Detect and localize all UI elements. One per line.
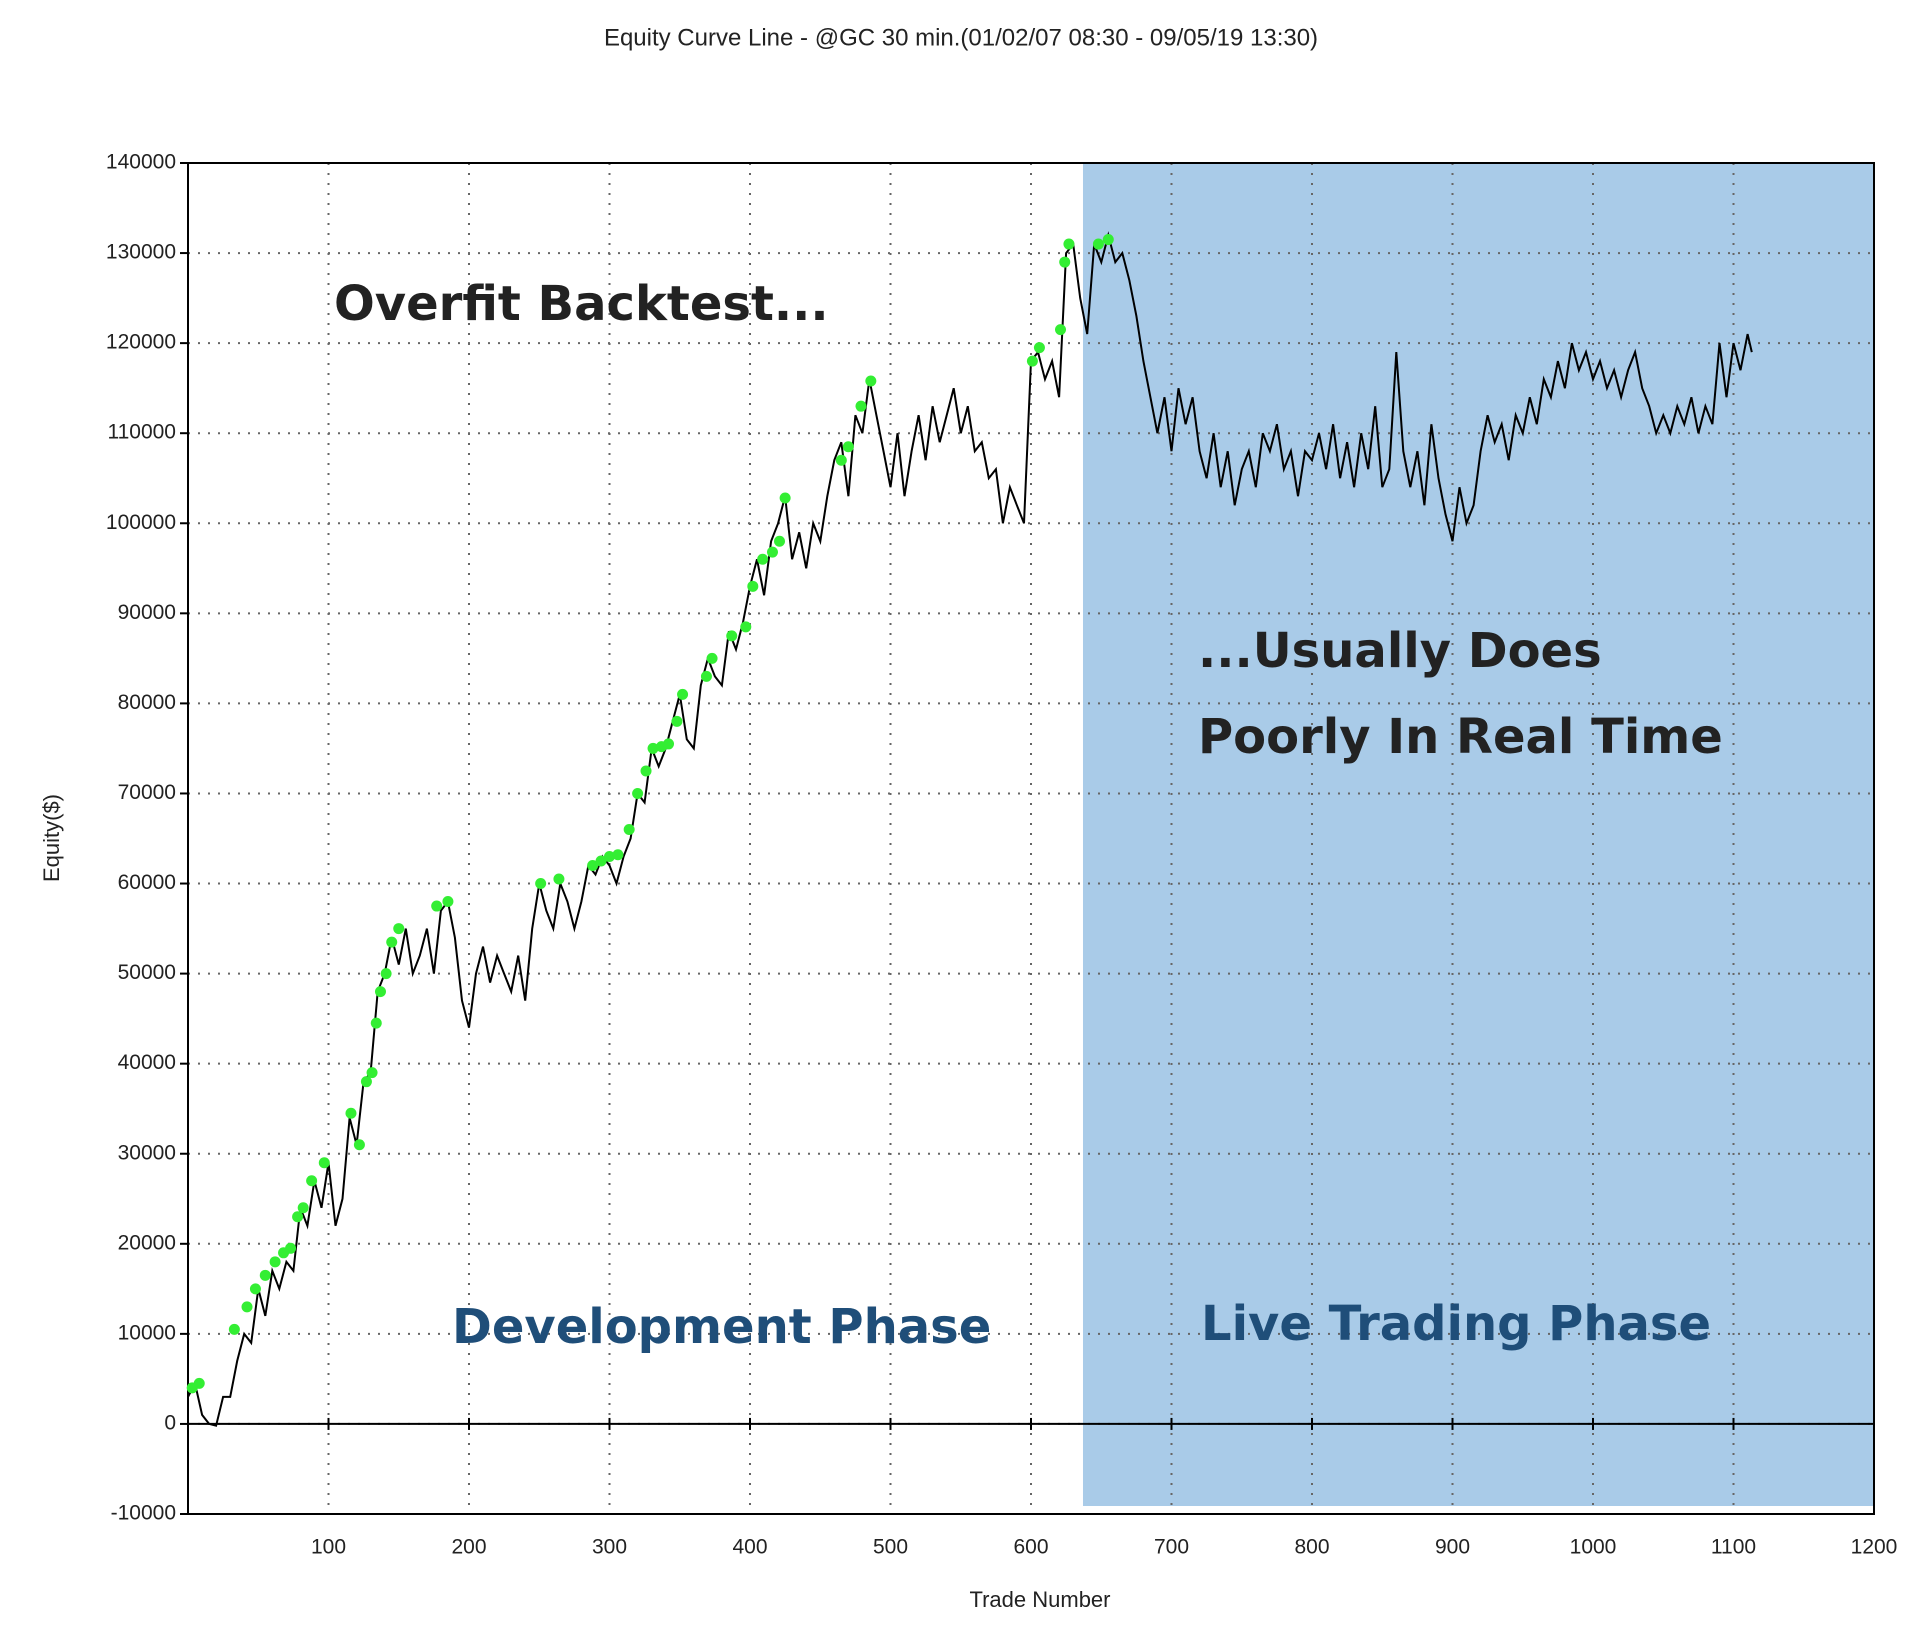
equity-high-marker <box>318 1157 330 1169</box>
equity-high-marker <box>1055 324 1067 336</box>
equity-high-marker <box>353 1139 365 1151</box>
equity-high-marker <box>671 715 683 727</box>
equity-high-marker <box>842 441 854 453</box>
x-tick-label: 100 <box>311 1536 346 1559</box>
x-tick-label: 1100 <box>1711 1536 1756 1559</box>
equity-high-marker <box>779 492 791 504</box>
y-tick-label: 0 <box>164 1411 176 1434</box>
equity-high-marker <box>1102 234 1114 246</box>
y-tick-label: 110000 <box>107 421 176 444</box>
annotation: Overfit Backtest... <box>334 276 829 332</box>
equity-high-marker <box>249 1283 261 1295</box>
equity-high-marker <box>726 630 738 642</box>
x-tick-label: 300 <box>592 1536 627 1559</box>
equity-high-marker <box>700 670 712 682</box>
equity-high-marker <box>285 1242 297 1254</box>
plot-area: -10000 0 10000 20000 30000 40000 50000 60000 700… <box>106 151 1897 1559</box>
equity-high-marker <box>1059 256 1071 268</box>
equity-high-marker <box>269 1256 281 1268</box>
equity-high-marker <box>442 896 454 908</box>
equity-high-marker <box>241 1301 253 1313</box>
equity-high-marker <box>587 860 599 872</box>
x-tick-label: 600 <box>1013 1536 1048 1559</box>
y-tick-label: 10000 <box>118 1321 176 1344</box>
equity-high-marker <box>835 454 847 466</box>
equity-high-marker <box>1026 355 1038 367</box>
x-tick-label: 200 <box>451 1536 486 1559</box>
equity-high-marker <box>393 923 405 935</box>
equity-high-marker <box>747 580 759 592</box>
y-tick-label: 50000 <box>118 961 176 984</box>
x-tick-label: 1000 <box>1570 1536 1617 1559</box>
equity-high-marker <box>855 400 867 412</box>
y-tick-label: 70000 <box>118 781 176 804</box>
y-tick-label: 90000 <box>118 601 176 624</box>
equity-high-marker <box>380 968 392 980</box>
equity-high-marker <box>366 1067 378 1079</box>
equity-high-marker <box>553 873 565 885</box>
equity-high-marker <box>374 986 386 998</box>
equity-high-marker <box>1092 238 1104 250</box>
equity-high-marker <box>345 1107 357 1119</box>
x-tick-label: 800 <box>1294 1536 1329 1559</box>
equity-high-marker <box>431 900 443 912</box>
plot-frame <box>187 162 1875 1515</box>
x-tick-label: 400 <box>732 1536 767 1559</box>
equity-high-marker <box>706 652 718 664</box>
equity-high-marker <box>663 738 675 750</box>
equity-high-marker <box>632 787 644 799</box>
equity-high-marker <box>774 535 786 547</box>
equity-high-marker <box>193 1377 205 1389</box>
y-tick-label: -10000 <box>111 1502 176 1525</box>
equity-high-marker <box>604 851 615 863</box>
equity-high-marker <box>595 855 607 867</box>
x-tick-label: 900 <box>1435 1536 1470 1559</box>
equity-line <box>187 231 1753 1427</box>
equity-high-marker <box>386 936 398 948</box>
equity-high-marker <box>647 742 659 754</box>
equity-high-marker <box>612 849 624 861</box>
annotation: Development Phase <box>452 1299 991 1355</box>
annotation: ...Usually Does <box>1198 623 1602 679</box>
x-tick-label: 500 <box>873 1536 908 1559</box>
equity-high-marker <box>677 688 689 700</box>
equity-high-marker <box>297 1202 309 1214</box>
y-tick-label: 120000 <box>106 331 176 354</box>
equity-high-marker <box>535 878 547 890</box>
equity-high-marker <box>865 375 877 387</box>
x-axis-label: Trade Number <box>969 1587 1110 1612</box>
y-tick-label: 30000 <box>118 1141 176 1164</box>
x-tick-label: 1200 <box>1851 1536 1898 1559</box>
y-tick-label: 20000 <box>118 1231 176 1254</box>
y-tick-label: 60000 <box>118 871 176 894</box>
live-phase-region <box>1082 163 1874 1506</box>
y-tick-label: 100000 <box>106 511 176 534</box>
y-tick-label: 40000 <box>118 1051 176 1074</box>
annotation: Live Trading Phase <box>1201 1296 1711 1352</box>
equity-high-marker <box>740 621 752 633</box>
equity-high-marker <box>259 1269 271 1281</box>
chart-title: Equity Curve Line - @GC 30 min.(01/02/07… <box>604 24 1318 51</box>
y-tick-label: 130000 <box>106 241 176 264</box>
equity-high-marker <box>292 1211 304 1223</box>
equity-high-marker <box>1063 238 1075 250</box>
y-tick-label: 140000 <box>106 151 176 174</box>
equity-high-marker <box>228 1323 240 1335</box>
y-axis-label: Equity($) <box>39 794 64 882</box>
equity-high-marker <box>1033 342 1045 354</box>
equity-high-marker <box>370 1017 382 1029</box>
equity-high-marker <box>640 765 652 777</box>
equity-high-marker <box>757 553 769 565</box>
y-tick-label: 80000 <box>118 691 176 714</box>
equity-high-marker <box>360 1076 372 1088</box>
x-tick-label: 700 <box>1154 1536 1189 1559</box>
annotation: Poorly In Real Time <box>1198 709 1723 765</box>
equity-high-marker <box>766 546 778 558</box>
equity-high-marker <box>623 823 635 835</box>
equity-high-marker <box>306 1175 318 1187</box>
